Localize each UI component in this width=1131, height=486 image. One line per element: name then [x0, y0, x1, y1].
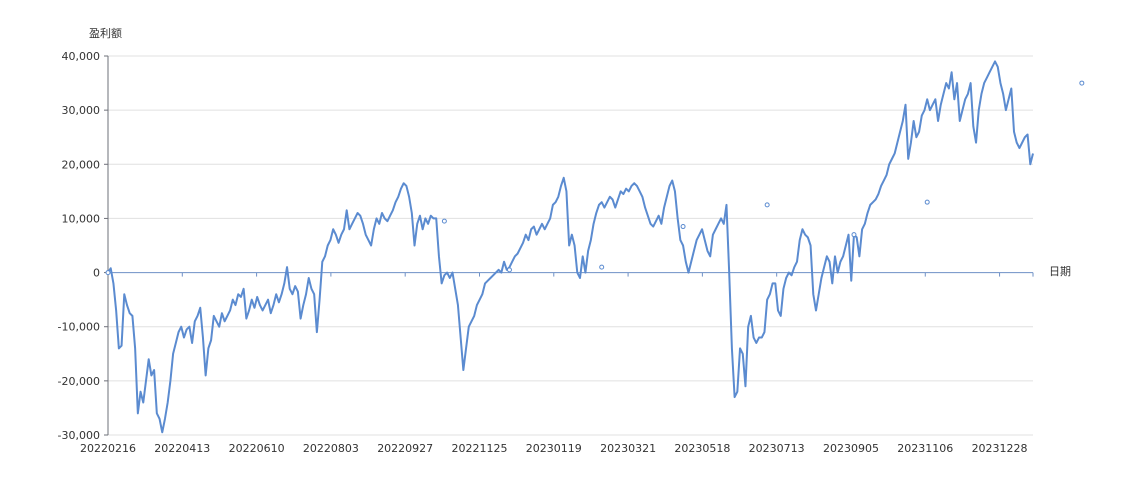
data-point-marker: [599, 264, 605, 270]
x-tick-label: 20230321: [600, 442, 656, 455]
data-point-marker: [506, 267, 512, 273]
x-tick-label: 20221125: [451, 442, 507, 455]
x-tick-label: 20220610: [229, 442, 285, 455]
y-tick-label: 20,000: [62, 158, 101, 171]
x-tick-label: 20230713: [749, 442, 805, 455]
y-tick-label: 0: [93, 267, 100, 280]
grid-lines: [108, 55, 1033, 436]
x-tick-label: 20231106: [897, 442, 953, 455]
y-tick-label: -20,000: [58, 375, 100, 388]
y-tick-label: -30,000: [58, 429, 100, 442]
y-tick-label: -10,000: [58, 321, 100, 334]
x-tick-label: 20220927: [377, 442, 433, 455]
y-axis-label: 盈利额: [89, 27, 122, 40]
series-line: [107, 60, 1034, 434]
y-axis-ticks: -30,000 -20,000 -10,000 0 10,000 20,000 30,000…: [58, 50, 108, 442]
x-tick-label: 20230905: [823, 442, 879, 455]
data-point-marker: [764, 202, 770, 208]
data-point-marker: [924, 199, 930, 205]
x-tick-label: 20231228: [972, 442, 1028, 455]
data-point-marker: [680, 224, 686, 230]
x-tick-label: 20220413: [154, 442, 210, 455]
data-point-marker: [441, 218, 447, 224]
y-tick-label: 30,000: [62, 104, 101, 117]
data-point-marker: [851, 232, 857, 238]
data-point-marker: [105, 270, 111, 276]
x-axis-label: 日期: [1049, 265, 1071, 278]
y-tick-label: 10,000: [62, 212, 101, 225]
x-tick-label: 20220216: [80, 442, 136, 455]
x-tick-label: 20230119: [526, 442, 582, 455]
x-axis-ticks: 20220216 20220413 20220610 20220803 20220927…: [80, 272, 1034, 455]
data-point-marker: [1079, 80, 1085, 86]
x-tick-label: 20220803: [303, 442, 359, 455]
y-tick-label: 40,000: [62, 50, 101, 63]
x-tick-label: 20230518: [674, 442, 730, 455]
line-markers: [105, 80, 1085, 276]
